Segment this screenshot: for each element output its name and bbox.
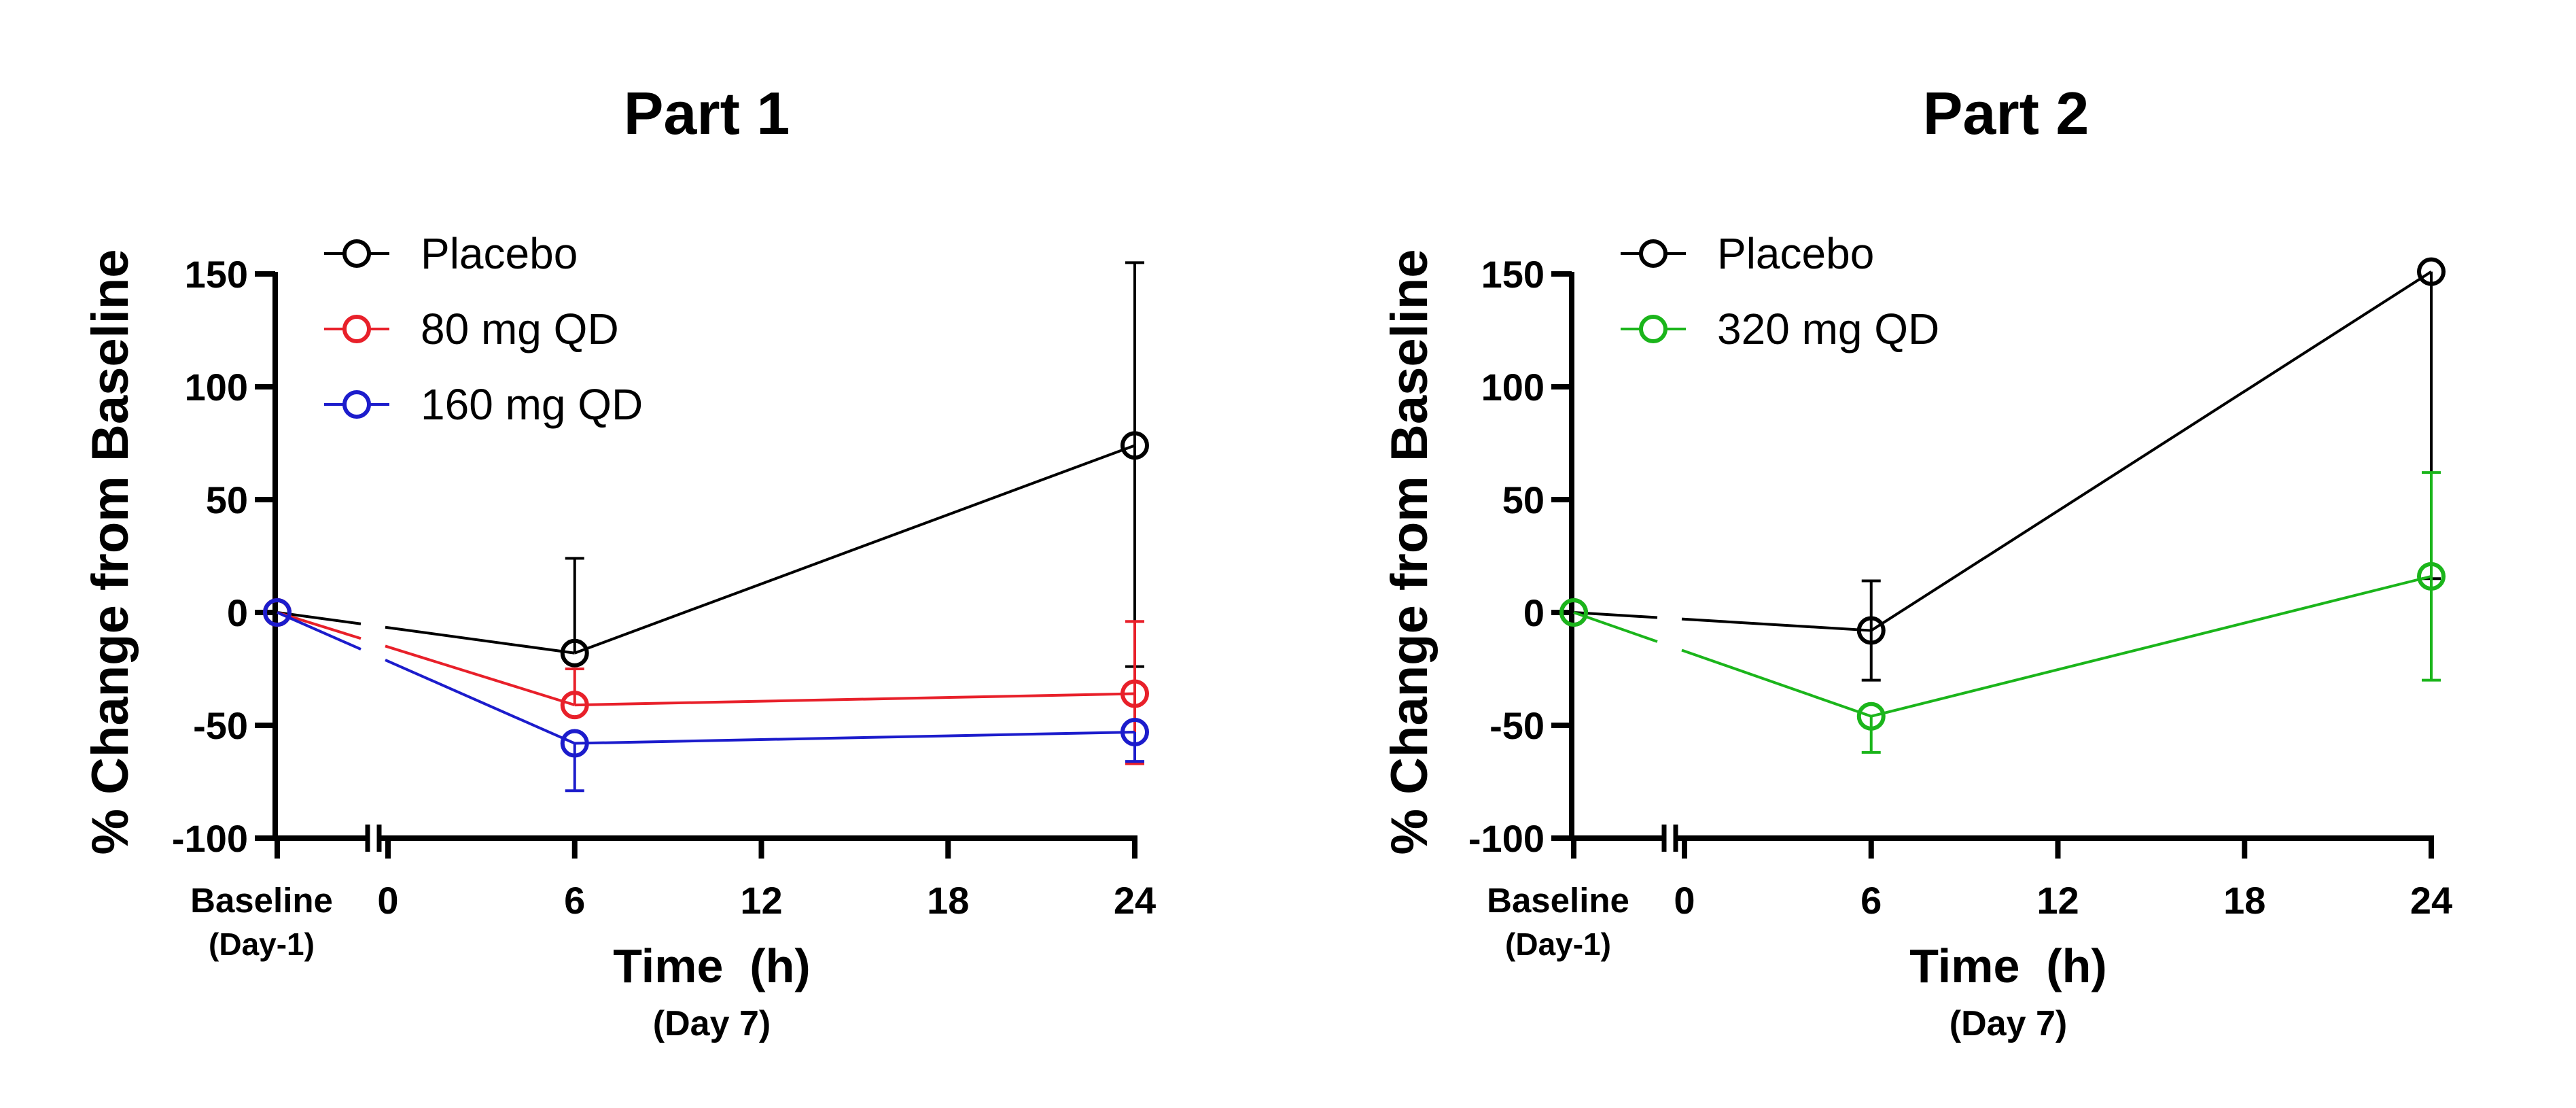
series-line (277, 611, 361, 651)
legend-item-80mg: 80 mg QD (324, 305, 619, 353)
series-placebo (1559, 257, 2446, 682)
legend-item-320mg: 320 mg QD (1621, 305, 1939, 353)
y-tick-label: -100 (1468, 817, 1545, 860)
data-point (1856, 616, 1886, 645)
x-tick-label: 18 (927, 879, 969, 922)
series-placebo (263, 261, 1149, 668)
x-tick-labels: 0 6 12 18 24 (1674, 879, 2452, 922)
chart-title: Part 1 (624, 80, 790, 147)
series-line (574, 444, 1135, 655)
legend-symbol (324, 315, 389, 343)
y-axis-label: % Change from Baseline (1381, 249, 1439, 854)
series-line (1871, 574, 2432, 718)
legend-symbol (1621, 315, 1686, 343)
data-point (560, 638, 589, 668)
series-line (1681, 617, 1871, 632)
baseline-tick-label: Baseline (1487, 881, 1629, 920)
x-tick-label: 0 (1674, 879, 1695, 922)
legend-symbol (1621, 239, 1686, 268)
series-320-mg-qd (1559, 471, 2446, 754)
legend-marker (1639, 315, 1668, 343)
chart-panel-part-2: Part 2 % Change from Baseline -100 -50 0… (1381, 80, 2452, 1043)
y-tick-labels: -100 -50 0 50 100 150 (172, 253, 248, 860)
series-line (1870, 270, 2433, 632)
x-tick-labels: 0 6 12 18 24 (377, 879, 1156, 922)
x-axis-sublabel: (Day 7) (653, 1004, 771, 1043)
baseline-tick-label: Baseline (190, 881, 333, 920)
baseline-day-label: (Day-1) (1505, 927, 1611, 962)
data-point (1856, 702, 1886, 731)
data-point (560, 691, 589, 720)
y-tick-label: -50 (1489, 704, 1545, 747)
x-axis-label: Time (h) (613, 939, 810, 992)
baseline-day-label: (Day-1) (209, 927, 315, 962)
legend-label: 320 mg QD (1717, 305, 1939, 353)
legend-item-160mg: 160 mg QD (324, 380, 643, 429)
chart-title: Part 2 (1923, 80, 2089, 147)
legend-marker (342, 390, 371, 419)
data-point (263, 598, 292, 627)
legend-item-placebo: Placebo (1621, 229, 1874, 278)
y-tick-labels: -100 -50 0 50 100 150 (1468, 253, 1545, 860)
axes (1551, 271, 2434, 859)
series-line (1681, 648, 1872, 718)
x-axis-label: Time (h) (1909, 939, 2106, 992)
legend-symbol (324, 239, 389, 268)
y-axis-label: % Change from Baseline (82, 249, 139, 854)
data-point (1121, 717, 1149, 746)
y-tick-label: 50 (206, 479, 248, 521)
data-point (1559, 598, 1588, 627)
y-tick-label: 0 (227, 591, 248, 634)
series-160-mg-qd (263, 598, 1149, 793)
y-tick-label: 100 (185, 366, 248, 409)
legend: Placebo 80 mg QD 160 mg QD (324, 229, 643, 429)
legend-marker (342, 239, 371, 268)
series-line (385, 625, 576, 655)
data-point (560, 729, 589, 758)
legend-symbol (324, 390, 389, 419)
x-tick-label: 12 (740, 879, 782, 922)
y-tick-label: -100 (172, 817, 248, 860)
y-tick-label: 50 (1502, 479, 1545, 521)
data-point (2417, 561, 2446, 591)
series-line (277, 611, 361, 640)
series-80-mg-qd (263, 598, 1149, 765)
x-tick-label: 6 (564, 879, 585, 922)
series-line (385, 659, 576, 745)
x-tick-label: 24 (2410, 879, 2452, 922)
legend: Placebo 320 mg QD (1621, 229, 1939, 353)
x-tick-label: 18 (2223, 879, 2265, 922)
x-tick-label: 0 (377, 879, 398, 922)
x-tick-label: 24 (1114, 879, 1156, 922)
x-tick-label: 12 (2036, 879, 2079, 922)
series-layer (263, 261, 1149, 793)
legend-label: 160 mg QD (421, 380, 643, 429)
legend-label: Placebo (421, 229, 578, 278)
legend-label: 80 mg QD (421, 305, 619, 353)
series-line (385, 644, 576, 707)
chart-panel-part-1: Part 1 % Change from Baseline -100 -50 0… (82, 80, 1156, 1043)
legend-marker (1639, 239, 1668, 268)
data-point (1121, 431, 1149, 460)
y-tick-label: 100 (1481, 366, 1545, 409)
series-line (574, 692, 1135, 707)
legend-item-placebo: Placebo (324, 229, 578, 278)
data-point (2417, 257, 2446, 286)
data-point (1121, 679, 1149, 708)
y-tick-label: 0 (1523, 591, 1545, 634)
y-tick-label: 150 (1481, 253, 1545, 296)
y-tick-label: 150 (185, 253, 248, 296)
x-axis-sublabel: (Day 7) (1949, 1004, 2067, 1043)
series-layer (1559, 257, 2446, 754)
axes (255, 271, 1137, 859)
legend-marker (342, 315, 371, 343)
series-line (574, 730, 1135, 745)
y-tick-label: -50 (193, 704, 248, 747)
legend-label: Placebo (1717, 229, 1874, 278)
series-line (1573, 611, 1658, 643)
x-tick-label: 6 (1860, 879, 1882, 922)
